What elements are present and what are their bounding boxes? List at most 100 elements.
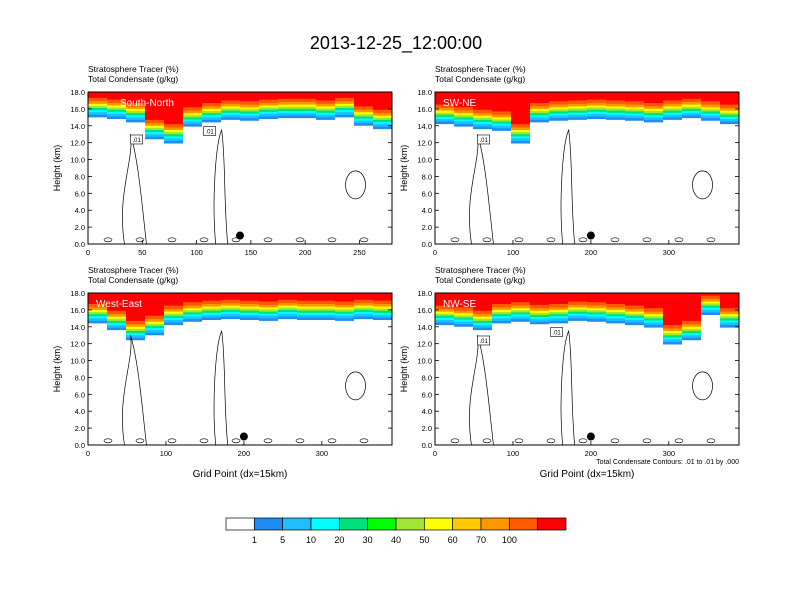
x-tick-label: 0 [433,449,437,458]
y-tick-label: 14.0 [70,323,85,332]
y-tick-label: 10.0 [70,357,85,366]
condensate-contour-2 [560,128,576,245]
y-tick-label: 0.0 [422,240,432,249]
location-marker [236,231,244,240]
panel-subtitle: Total Condensate (g/kg) [88,275,178,285]
x-axis-label: Grid Point (dx=15km) [540,469,635,480]
y-tick-label: 10.0 [417,357,432,366]
y-tick-label: 4.0 [422,206,432,215]
contour-label: .01 [479,339,488,345]
panel-subtitle: Stratosphere Tracer (%) [88,265,179,275]
y-tick-label: 0.0 [75,240,85,249]
colorbar-swatch [508,517,539,531]
condensate-contour-small [482,237,492,243]
y-tick-label: 4.0 [75,407,85,416]
colorbar-swatch [310,517,340,531]
condensate-contour-small [199,237,209,243]
colorbar-label: 50 [419,535,429,545]
colorbar-label: 30 [363,535,373,545]
condensate-contour-small [482,438,492,444]
condensate-contour-small [231,237,241,243]
condensate-contour-small [327,438,337,444]
contour-label-box [130,134,143,145]
colorbar-label: 20 [334,535,344,545]
condensate-contour-1 [122,134,147,245]
condensate-contour-small [359,237,369,243]
y-tick-label: 18.0 [70,289,85,298]
y-tick-label: 12.0 [417,340,432,349]
condensate-contour-small [546,438,556,444]
y-tick-label: 10.0 [70,156,85,165]
colorbar-label: 60 [448,535,458,545]
x-tick-label: 200 [238,449,251,458]
x-tick-label: 300 [663,248,676,257]
figure-title: 2013-12-25_12:00:00 [310,33,482,54]
condensate-contour-small [578,438,588,444]
x-tick-label: 300 [316,449,329,458]
y-tick-label: 12.0 [70,340,85,349]
y-tick-label: 12.0 [70,139,85,148]
y-axis-label: Height (km) [52,346,62,393]
colorbar-label: 10 [306,535,316,545]
condensate-contour-1 [469,134,494,245]
condensate-contour-small [642,438,652,444]
x-tick-label: 200 [299,248,312,257]
panel-subtitle: Stratosphere Tracer (%) [435,64,526,74]
y-tick-label: 2.0 [422,424,432,433]
chart-panel-3: 0.0 2.0 4.0 6.0 8.0 10.0 12.0 14.0 16.0 18.0 0 100 2… [52,265,393,480]
condensate-contour-2 [213,329,229,446]
colorbar-swatch [395,517,425,531]
contour-label: .01 [132,138,141,144]
y-tick-label: 6.0 [422,189,432,198]
colorbar-swatch [367,517,397,531]
condensate-contour-small [642,237,652,243]
y-axis-label: Height (km) [399,346,409,393]
contour-label-box [203,126,216,136]
y-tick-label: 10.0 [417,156,432,165]
condensate-contour-small [263,438,273,444]
y-tick-label: 14.0 [417,323,432,332]
colorbar-swatch [480,517,510,531]
panels: .01 .01 0.0 2.0 4.0 6.0 8.0 10.0 12.0 14.0 16.0 18.… [52,64,740,480]
condensate-contour-2 [560,329,576,446]
y-tick-label: 8.0 [75,172,85,181]
panel-subtitle: Total Condensate (g/kg) [435,275,525,285]
contour-label: .01 [479,138,488,144]
tracer-band-9 [435,293,739,326]
x-tick-label: 300 [663,449,676,458]
x-tick-label: 0 [86,449,90,458]
condensate-contour-small [450,237,460,243]
y-tick-label: 12.0 [417,139,432,148]
condensate-contour-small [610,438,620,444]
condensate-contour-small [674,438,684,444]
x-axis-label: Grid Point (dx=15km) [193,469,288,480]
x-tick-label: 200 [585,248,598,257]
panel-subtitle: Total Condensate (g/kg) [435,74,525,84]
contour-label-box [477,134,490,145]
condensate-contour-small [359,438,369,444]
condensate-contour-small [199,438,209,444]
panel-label: SW-NE [443,98,476,109]
condensate-contour-small [327,237,337,243]
colorbar-label: 70 [476,535,486,545]
condensate-contour-small [546,237,556,243]
panel-subtitle: Stratosphere Tracer (%) [88,64,179,74]
x-tick-label: 250 [353,248,366,257]
y-tick-label: 0.0 [422,441,432,450]
chart-panel-1: .01 .01 0.0 2.0 4.0 6.0 8.0 10.0 12.0 14.0 16.0 18.… [52,64,393,257]
tracer-band-9 [88,293,392,321]
y-tick-label: 8.0 [75,373,85,382]
condensate-contour-1 [469,335,494,446]
plot-frame [87,91,393,245]
condensate-contour-small [450,438,460,444]
chart-panel-2: .01 0.0 2.0 4.0 6.0 8.0 10.0 12.0 14.0 16.0 18.0 0 1… [399,64,740,257]
y-axis-label: Height (km) [52,145,62,192]
y-tick-label: 18.0 [70,88,85,97]
y-axis-label: Height (km) [399,145,409,192]
y-tick-label: 6.0 [75,189,85,198]
plot-frame [87,292,393,446]
contour-label: .01 [205,130,214,136]
condensate-contour-small [263,237,273,243]
y-tick-label: 0.0 [75,441,85,450]
